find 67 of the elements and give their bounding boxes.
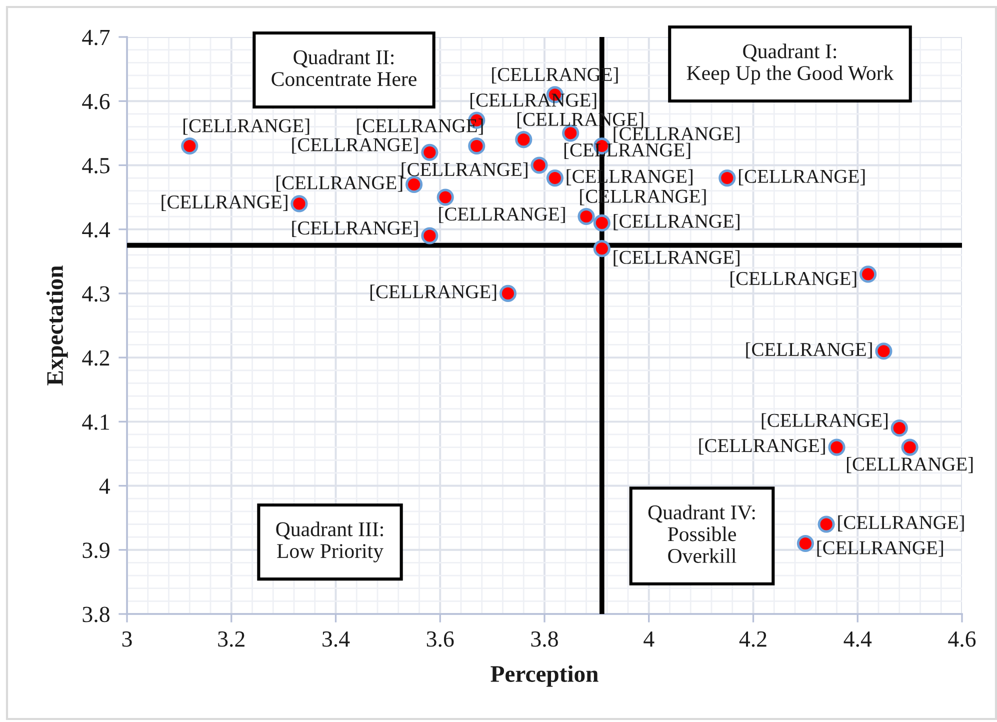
- point: [818, 516, 835, 533]
- x-tick-label: 3.8: [531, 631, 558, 647]
- x-tick-label: 3.4: [322, 631, 350, 647]
- y-tick-label: 4: [99, 478, 110, 494]
- y-tick-label: 4.6: [82, 94, 110, 110]
- data-label: [CELLRANGE]: [357, 118, 483, 135]
- data-label: [CELLRANGE]: [699, 438, 825, 455]
- point: [901, 438, 918, 456]
- data-label: [CELLRANGE]: [746, 342, 872, 358]
- data-label: [CELLRANGE]: [614, 126, 740, 143]
- data-label: [CELLRANGE]: [470, 93, 596, 110]
- data-label: [CELLRANGE]: [614, 250, 740, 266]
- data-label: [CELLRANGE]: [370, 284, 496, 301]
- data-label: [CELLRANGE]: [183, 118, 310, 135]
- point: [593, 240, 610, 258]
- annotation: Quadrant II: Concentrate Here: [272, 50, 416, 86]
- x-tick-label: 3: [122, 631, 132, 647]
- y-tick-label: 4.1: [82, 414, 109, 430]
- data-label: [CELLRANGE]: [276, 176, 402, 192]
- point: [796, 534, 814, 552]
- y-tick-label: 3.8: [82, 606, 110, 622]
- point: [578, 208, 595, 226]
- y-tick-label: 3.9: [82, 542, 110, 558]
- annotation: Quadrant IV: Possible Overkill: [648, 504, 755, 563]
- data-label: [CELLRANGE]: [739, 169, 865, 186]
- data-label: [CELLRANGE]: [292, 220, 418, 238]
- data-label: [CELLRANGE]: [439, 206, 565, 224]
- y-tick-label: 4.4: [82, 222, 110, 238]
- point: [593, 214, 610, 232]
- x-tick-label: 4: [644, 631, 654, 647]
- data-label: [CELLRANGE]: [838, 515, 964, 532]
- point: [718, 170, 736, 187]
- point: [421, 227, 438, 244]
- point: [875, 342, 892, 360]
- point: [530, 156, 548, 174]
- data-label: [CELLRANGE]: [402, 162, 528, 178]
- y-tick-label: 4.5: [82, 158, 110, 174]
- point: [828, 438, 846, 456]
- point: [468, 137, 486, 155]
- x-tick-label: 4.6: [948, 631, 976, 647]
- y-tick-label: 4.7: [82, 30, 110, 46]
- point: [890, 420, 908, 437]
- x-tick-label: 4.2: [739, 631, 766, 647]
- annotation: Quadrant III: Low Priority: [276, 522, 384, 562]
- point: [181, 137, 198, 155]
- data-label: [CELLRANGE]: [162, 194, 288, 211]
- point: [546, 170, 564, 187]
- y-tick-label: 4.3: [82, 286, 110, 302]
- data-label: [CELLRANGE]: [730, 271, 856, 288]
- point: [290, 195, 308, 212]
- y-axis-title: Expectation: [46, 266, 68, 386]
- x-axis-title: Perception: [490, 665, 598, 687]
- data-label: [CELLRANGE]: [846, 456, 973, 474]
- data-label: [CELLRANGE]: [614, 214, 740, 230]
- data-label: [CELLRANGE]: [817, 540, 943, 557]
- data-label: [CELLRANGE]: [292, 138, 418, 154]
- point: [421, 144, 438, 161]
- y-tick-label: 4.2: [82, 350, 110, 366]
- x-tick-label: 4.4: [844, 631, 872, 647]
- point: [515, 131, 532, 148]
- annotation: Quadrant I: Keep Up the Good Work: [686, 44, 894, 84]
- data-label: [CELLRANGE]: [762, 413, 888, 430]
- point: [499, 284, 516, 302]
- point: [436, 188, 454, 206]
- x-tick-label: 3.2: [218, 631, 244, 647]
- x-tick-label: 3.6: [426, 631, 454, 647]
- point: [860, 266, 877, 283]
